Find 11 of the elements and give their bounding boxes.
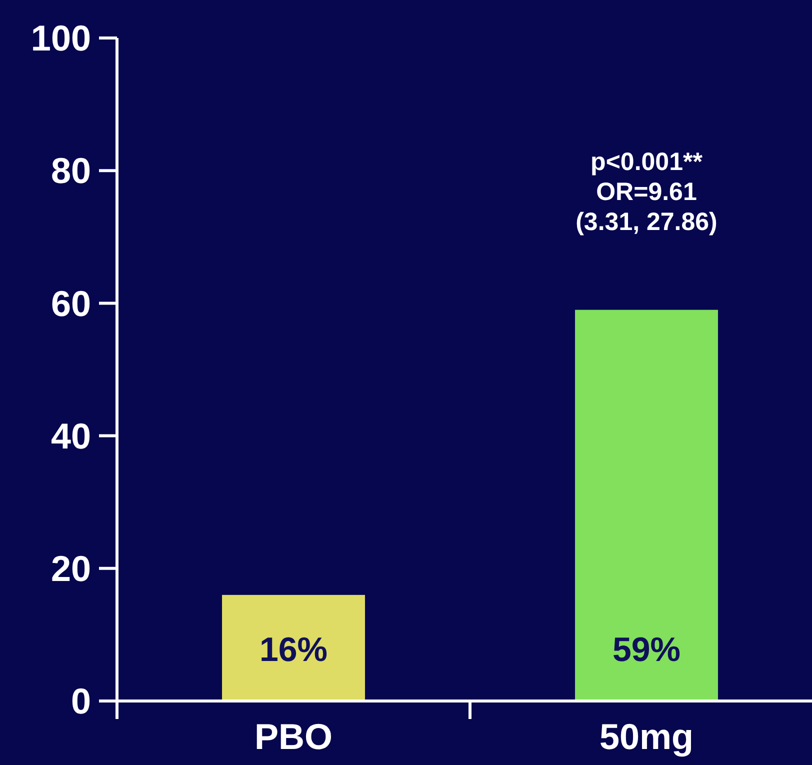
y-tick-label: 0 (70, 680, 91, 722)
y-tick-label: 80 (50, 150, 91, 192)
y-tick-label: 20 (50, 548, 91, 589)
annotation: p<0.001** OR=9.61 (3.31, 27.86) (576, 148, 718, 236)
x-tick-label: 50mg (599, 716, 694, 757)
data-label: 16% (259, 631, 328, 669)
y-tick-label: 40 (50, 415, 91, 456)
y-tick-label: 100 (30, 18, 91, 59)
data-label: 59% (612, 631, 681, 669)
x-tick-label: PBO (254, 716, 333, 757)
y-tick-label: 60 (50, 282, 91, 324)
